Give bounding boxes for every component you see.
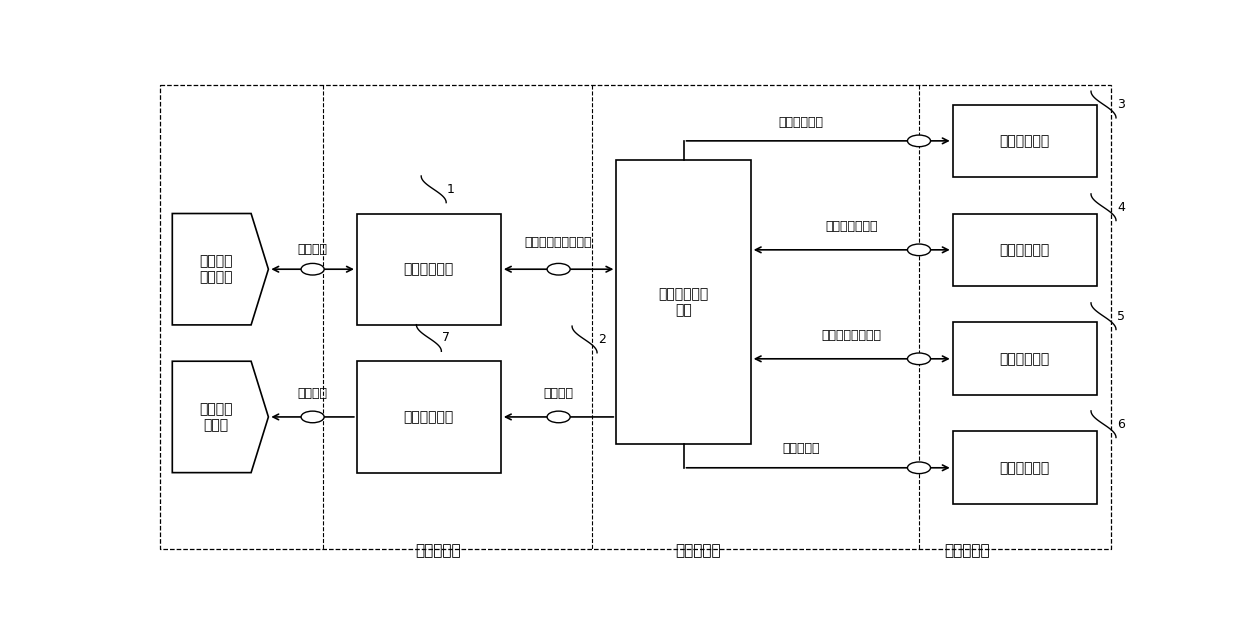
Text: 风险监控系统: 风险监控系统 [999, 461, 1050, 475]
Text: 止付、冻结: 止付、冻结 [782, 442, 820, 455]
Text: 数据处理层: 数据处理层 [944, 543, 990, 558]
Text: 外联前置系统: 外联前置系统 [404, 262, 454, 276]
Text: 6: 6 [1117, 418, 1125, 431]
Text: 布控名单、结果: 布控名单、结果 [826, 220, 878, 233]
Bar [952, 431, 1096, 504]
Text: 5: 5 [1117, 309, 1125, 323]
Circle shape [301, 264, 324, 275]
Text: 查询、冻结、止付: 查询、冻结、止付 [822, 329, 882, 342]
Text: 有权机关
办案人: 有权机关 办案人 [198, 402, 232, 432]
Text: 查控信息控制
系统: 查控信息控制 系统 [658, 287, 709, 317]
Text: 7: 7 [443, 331, 450, 345]
Text: 查控请求: 查控请求 [298, 243, 327, 257]
Circle shape [547, 411, 570, 423]
Circle shape [908, 244, 930, 255]
Text: 2: 2 [598, 333, 606, 346]
Text: 转发请求、返回结果: 转发请求、返回结果 [525, 236, 593, 249]
Circle shape [908, 353, 930, 365]
Text: 1: 1 [448, 183, 455, 196]
Circle shape [908, 462, 930, 474]
Text: 布控结果: 布控结果 [543, 387, 574, 400]
Text: 交互控制层: 交互控制层 [675, 543, 720, 558]
Text: 渠道接入层: 渠道接入层 [415, 543, 461, 558]
Circle shape [908, 135, 930, 147]
Circle shape [547, 264, 570, 275]
Text: 通知消息系统: 通知消息系统 [404, 410, 454, 424]
Text: 3: 3 [1117, 98, 1125, 111]
Bar [952, 323, 1096, 395]
Text: 4: 4 [1117, 201, 1125, 214]
Bar [357, 361, 501, 472]
Text: 有权机关
查控系统: 有权机关 查控系统 [198, 254, 232, 284]
Text: 查询客户信息: 查询客户信息 [779, 116, 823, 129]
Text: 布控结果: 布控结果 [298, 387, 327, 400]
Bar [952, 213, 1096, 286]
Bar [616, 160, 750, 443]
Polygon shape [172, 361, 268, 472]
Bar [952, 104, 1096, 177]
Text: 客户信息系统: 客户信息系统 [999, 134, 1050, 148]
Bar [357, 213, 501, 325]
Text: 产品服务系统: 产品服务系统 [999, 352, 1050, 366]
Text: 数据平台系统: 数据平台系统 [999, 243, 1050, 257]
Polygon shape [172, 213, 268, 325]
Circle shape [301, 411, 324, 423]
